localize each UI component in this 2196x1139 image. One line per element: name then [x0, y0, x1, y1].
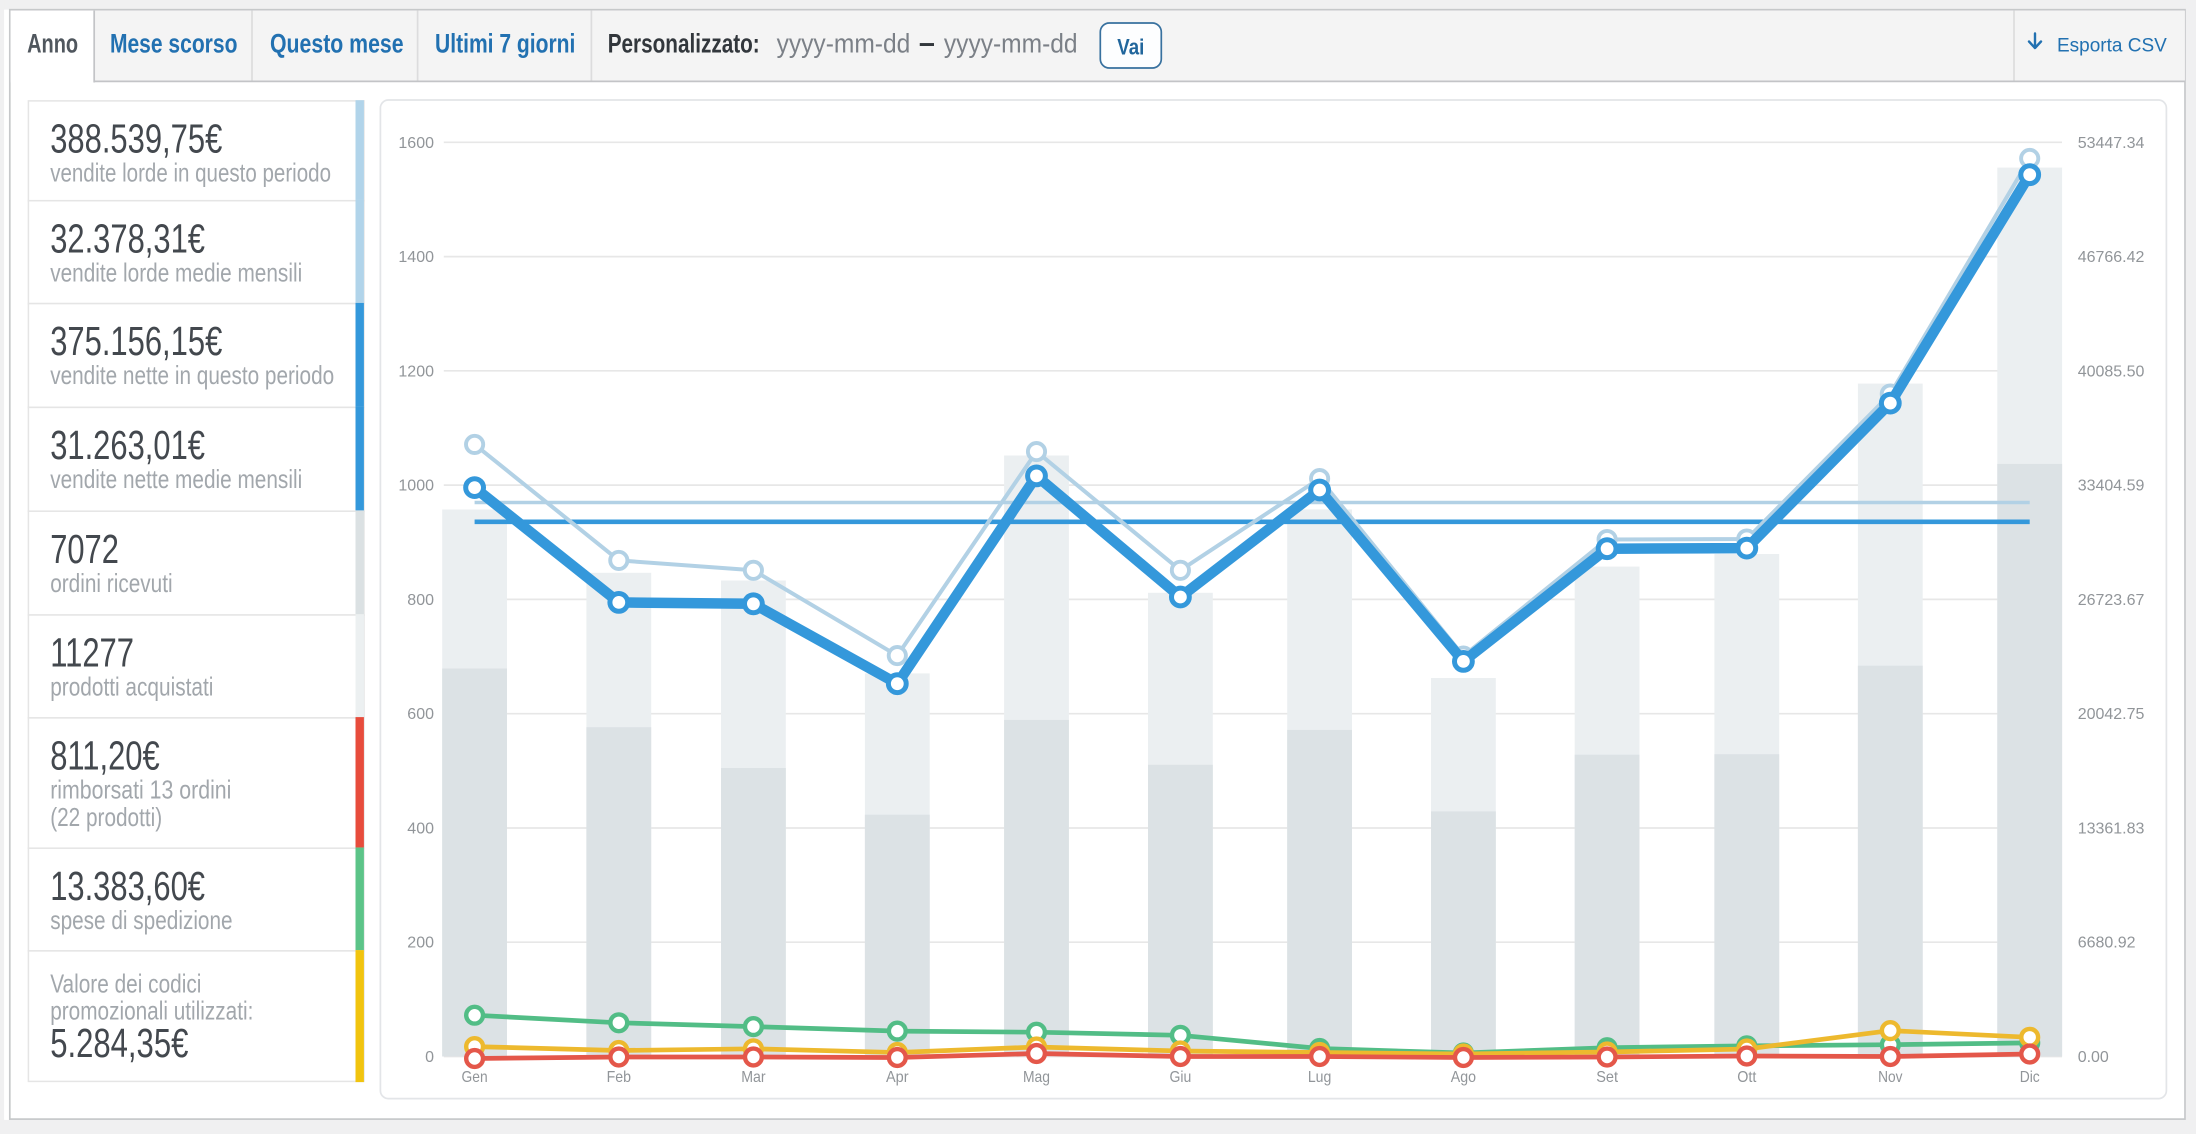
svg-text:Ultimi 7 giorni: Ultimi 7 giorni: [435, 29, 575, 59]
svg-text:600: 600: [407, 706, 434, 723]
svg-text:5.284,35€: 5.284,35€: [50, 1020, 188, 1066]
svg-text:prodotti acquistati: prodotti acquistati: [50, 672, 213, 702]
svg-text:0.00: 0.00: [2078, 1049, 2109, 1066]
svg-text:20042.75: 20042.75: [2078, 706, 2145, 723]
svg-text:1000: 1000: [398, 478, 434, 495]
svg-text:Apr: Apr: [886, 1069, 909, 1086]
svg-text:Personalizzato:: Personalizzato:: [608, 29, 760, 59]
svg-text:Valore dei codici: Valore dei codici: [50, 969, 201, 999]
svg-text:Questo mese: Questo mese: [270, 29, 404, 59]
svg-text:13361.83: 13361.83: [2078, 821, 2145, 838]
svg-text:200: 200: [407, 935, 434, 952]
svg-text:Nov: Nov: [1878, 1069, 1902, 1086]
svg-text:11277: 11277: [50, 630, 134, 676]
svg-text:yyyy-mm-dd: yyyy-mm-dd: [944, 29, 1078, 59]
svg-text:Anno: Anno: [27, 29, 78, 59]
svg-text:vendite nette in questo period: vendite nette in questo periodo: [50, 360, 334, 390]
svg-text:Mar: Mar: [741, 1069, 766, 1086]
svg-text:1200: 1200: [398, 363, 434, 380]
svg-text:388.539,75€: 388.539,75€: [50, 116, 222, 162]
svg-text:Lug: Lug: [1308, 1069, 1332, 1086]
svg-text:Dic: Dic: [2020, 1069, 2040, 1086]
svg-text:800: 800: [407, 592, 434, 609]
svg-text:Ago: Ago: [1451, 1069, 1476, 1086]
svg-text:Ott: Ott: [1737, 1069, 1757, 1086]
svg-text:promozionali utilizzati:: promozionali utilizzati:: [50, 996, 253, 1026]
svg-text:13.383,60€: 13.383,60€: [50, 863, 205, 909]
svg-text:32.378,31€: 32.378,31€: [50, 215, 205, 261]
svg-text:Mag: Mag: [1023, 1069, 1050, 1086]
svg-text:33404.59: 33404.59: [2078, 478, 2145, 495]
svg-text:811,20€: 811,20€: [50, 733, 160, 779]
svg-text:1600: 1600: [398, 135, 434, 152]
svg-text:vendite nette medie mensili: vendite nette medie mensili: [50, 464, 302, 494]
svg-text:–: –: [919, 27, 935, 60]
svg-text:375.156,15€: 375.156,15€: [50, 318, 222, 364]
svg-text:0: 0: [425, 1049, 434, 1066]
svg-text:40085.50: 40085.50: [2078, 363, 2145, 380]
svg-text:vendite lorde medie mensili: vendite lorde medie mensili: [50, 257, 302, 287]
svg-text:Esporta CSV: Esporta CSV: [2057, 36, 2167, 57]
svg-text:6680.92: 6680.92: [2078, 935, 2136, 952]
svg-text:400: 400: [407, 821, 434, 838]
svg-text:7072: 7072: [50, 526, 119, 572]
svg-text:1400: 1400: [398, 249, 434, 266]
svg-text:(22 prodotti): (22 prodotti): [50, 802, 162, 832]
svg-text:Vai: Vai: [1117, 34, 1144, 59]
svg-text:46766.42: 46766.42: [2078, 249, 2145, 266]
svg-text:53447.34: 53447.34: [2078, 135, 2145, 152]
svg-text:rimborsati 13 ordini: rimborsati 13 ordini: [50, 775, 231, 805]
svg-text:Mese scorso: Mese scorso: [110, 29, 238, 59]
svg-text:Set: Set: [1596, 1069, 1618, 1086]
svg-text:vendite lorde in questo period: vendite lorde in questo periodo: [50, 158, 331, 188]
svg-text:26723.67: 26723.67: [2078, 592, 2145, 609]
svg-text:Giu: Giu: [1170, 1069, 1192, 1086]
svg-text:yyyy-mm-dd: yyyy-mm-dd: [777, 29, 911, 59]
svg-text:ordini ricevuti: ordini ricevuti: [50, 568, 172, 598]
svg-text:Feb: Feb: [607, 1069, 631, 1086]
svg-text:31.263,01€: 31.263,01€: [50, 422, 205, 468]
svg-text:Gen: Gen: [462, 1069, 488, 1086]
svg-text:spese di spedizione: spese di spedizione: [50, 905, 232, 935]
